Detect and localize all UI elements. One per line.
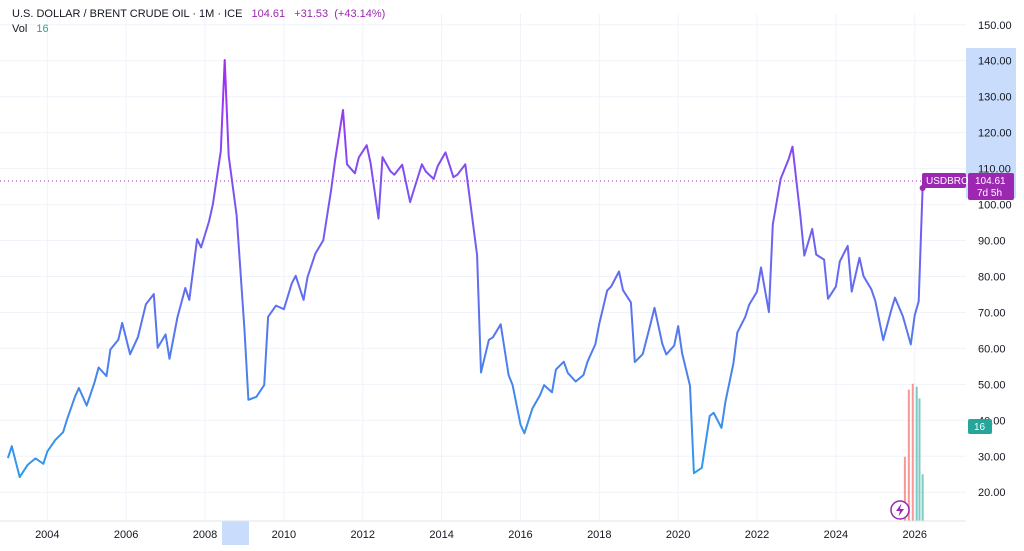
x-tick-label: 2016 (508, 529, 532, 541)
volume-bars (903, 383, 924, 521)
x-axis-highlight (222, 521, 249, 545)
legend-last: 104.61 (251, 8, 286, 20)
x-tick-label: 2010 (272, 529, 296, 541)
y-tick-label: 70.00 (978, 307, 1006, 319)
y-tick-label: 120.00 (978, 128, 1012, 140)
volume-bar (911, 383, 914, 521)
x-tick-label: 2024 (824, 529, 848, 541)
x-tick-label: 2006 (114, 529, 138, 541)
price-badge-text: 104.61 (975, 176, 1006, 187)
y-tick-label: 130.00 (978, 92, 1012, 104)
x-tick-label: 2026 (903, 529, 927, 541)
lightning-icon[interactable] (890, 500, 910, 520)
y-tick-label: 90.00 (978, 236, 1006, 248)
x-tick-label: 2014 (429, 529, 453, 541)
y-tick-label: 50.00 (978, 379, 1006, 391)
grid-lines (0, 14, 966, 521)
symbol-badge-text: USDBRO (926, 176, 969, 187)
y-tick-label: 20.00 (978, 487, 1006, 499)
vol-label[interactable]: Vol (12, 23, 28, 35)
vol-badge-bg (968, 419, 992, 434)
price-badge: USDBRO 104.61 7d 5h (922, 173, 1014, 200)
x-tick-label: 2012 (351, 529, 375, 541)
volume-bar (921, 474, 924, 521)
symbol-badge-bg (922, 173, 966, 188)
y-tick-label: 100.00 (978, 200, 1012, 212)
legend-symbol[interactable]: U.S. DOLLAR / BRENT CRUDE OIL · 1M · ICE (12, 8, 243, 20)
legend-change: +31.53 (294, 8, 329, 20)
legend-row: U.S. DOLLAR / BRENT CRUDE OIL · 1M · ICE… (12, 8, 391, 20)
y-tick-label: 150.00 (978, 20, 1012, 32)
volume-bar (907, 389, 910, 521)
countdown-badge-text: 7d 5h (977, 188, 1002, 199)
price-line (6, 59, 926, 479)
volume-bar (903, 456, 906, 521)
vol-badge-text: 16 (974, 422, 986, 433)
volume-bar (915, 386, 918, 521)
x-tick-label: 2018 (587, 529, 611, 541)
y-tick-label: 80.00 (978, 271, 1006, 283)
y-tick-label: 30.00 (978, 451, 1006, 463)
x-tick-label: 2008 (193, 529, 217, 541)
x-tick-label: 2004 (35, 529, 59, 541)
x-axis[interactable]: 2004 2006 2008 2010 2012 2014 2016 2018 2020 2022… (35, 529, 927, 541)
volume-legend: Vol 16 (12, 23, 55, 35)
x-tick-label: 2020 (666, 529, 690, 541)
y-tick-label: 60.00 (978, 343, 1006, 355)
price-series-line (6, 59, 924, 479)
volume-bar (918, 398, 921, 521)
y-tick-label: 110.00 (978, 164, 1011, 176)
vol-value: 16 (36, 23, 49, 35)
y-tick-label: 140.00 (978, 56, 1012, 68)
legend-change-pct: (+43.14%) (334, 8, 386, 20)
y-axis[interactable]: 150.00 140.00 130.00 120.00 110.00 100.00 90.0… (978, 20, 1012, 499)
vol-badge: 16 (968, 419, 992, 434)
x-tick-label: 2022 (745, 529, 769, 541)
price-badge-bg (968, 173, 1014, 200)
